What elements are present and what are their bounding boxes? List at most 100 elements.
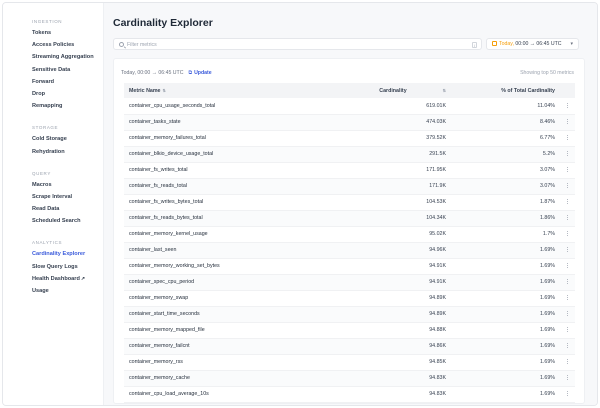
sidebar: INGESTION Tokens Access Policies Streaming …	[3, 3, 104, 405]
table-row[interactable]: container_fs_writes_bytes_total 104.53K 1.…	[124, 194, 575, 211]
sidebar-item-forward[interactable]: Forward	[3, 76, 103, 88]
sidebar-item-drop[interactable]: Drop	[3, 88, 103, 100]
table-row[interactable]: container_memory_failures_total 379.52K 6.…	[124, 130, 575, 147]
sidebar-item-cold-storage[interactable]: Cold Storage	[3, 133, 103, 145]
row-actions[interactable]	[560, 386, 575, 403]
cardinality-cell: 474.03K	[311, 114, 451, 131]
more-vertical-icon[interactable]	[566, 265, 569, 267]
sidebar-item-label: Scheduled Search	[32, 218, 81, 225]
sidebar-item-streaming-aggregation[interactable]: Streaming Aggregation	[3, 51, 103, 63]
table-row[interactable]: container_memory_working_set_bytes 94.91K…	[124, 258, 575, 275]
table-row[interactable]: container_cpu_usage_seconds_total 619.01K…	[124, 98, 575, 115]
row-actions[interactable]	[560, 194, 575, 211]
table-row[interactable]: container_cpu_load_average_10s 94.83K 1.69…	[124, 386, 575, 403]
sidebar-item-label: Sensitive Data	[32, 66, 71, 73]
more-vertical-icon[interactable]	[566, 201, 569, 203]
table-row[interactable]: container_fs_reads_total 171.9K 3.07%	[124, 178, 575, 195]
table-row[interactable]: container_memory_rss 94.85K 1.69%	[124, 354, 575, 371]
sidebar-item-label: Slow Query Logs	[32, 263, 78, 270]
sidebar-item-label: Read Data	[32, 206, 60, 213]
more-vertical-icon[interactable]	[566, 217, 569, 219]
sidebar-item-label: Access Policies	[32, 42, 75, 49]
sidebar-item-rehydration[interactable]: Rehydration	[3, 146, 103, 158]
sidebar-item-read-data[interactable]: Read Data	[3, 203, 103, 215]
row-actions[interactable]	[560, 210, 575, 227]
table-row[interactable]: container_memory_kernel_usage 95.02K 1.7%	[124, 226, 575, 243]
sidebar-item-scheduled-search[interactable]: Scheduled Search	[3, 215, 103, 227]
table-row[interactable]: container_fs_writes_total 171.95K 3.07%	[124, 162, 575, 179]
more-vertical-icon[interactable]	[566, 185, 569, 187]
sidebar-item-tokens[interactable]: Tokens	[3, 27, 103, 39]
more-vertical-icon[interactable]	[566, 329, 569, 331]
more-vertical-icon[interactable]	[566, 249, 569, 251]
row-actions[interactable]	[560, 354, 575, 371]
more-vertical-icon[interactable]	[566, 137, 569, 139]
row-actions[interactable]	[560, 114, 575, 131]
date-range-picker[interactable]: Today, 00:00 → 06:45 UTC ▾	[486, 38, 579, 50]
sidebar-item-macros[interactable]: Macros	[3, 179, 103, 191]
row-actions[interactable]	[560, 162, 575, 179]
row-actions[interactable]	[560, 258, 575, 275]
search-box[interactable]: /	[113, 38, 482, 50]
row-actions[interactable]	[560, 338, 575, 355]
percent-cell: 6.77%	[451, 130, 560, 147]
row-actions[interactable]	[560, 130, 575, 147]
table-row[interactable]: container_memory_swap 94.89K 1.69%	[124, 290, 575, 307]
sidebar-section-heading: ANALYTICS	[32, 240, 63, 246]
row-actions[interactable]	[560, 322, 575, 339]
column-header-cardinality[interactable]: Cardinality ⇅	[311, 83, 451, 98]
more-vertical-icon[interactable]	[566, 297, 569, 299]
row-actions[interactable]	[560, 290, 575, 307]
cardinality-cell: 104.34K	[311, 210, 451, 227]
more-vertical-icon[interactable]	[566, 393, 569, 395]
sidebar-item-health-dashboard[interactable]: Health Dashboard↗	[3, 273, 103, 285]
more-vertical-icon[interactable]	[566, 377, 569, 379]
update-link[interactable]: Update	[194, 69, 212, 76]
sidebar-item-sensitive-data[interactable]: Sensitive Data	[3, 64, 103, 76]
table-row[interactable]: container_memory_failcnt 94.86K 1.69%	[124, 338, 575, 355]
sidebar-item-access-policies[interactable]: Access Policies	[3, 39, 103, 51]
more-vertical-icon[interactable]	[566, 169, 569, 171]
column-header-metric[interactable]: Metric Name ⇅	[124, 83, 311, 98]
table-row[interactable]: container_spec_cpu_period 94.91K 1.69%	[124, 274, 575, 291]
more-vertical-icon[interactable]	[566, 153, 569, 155]
row-actions[interactable]	[560, 178, 575, 195]
row-actions[interactable]	[560, 146, 575, 163]
row-actions[interactable]	[560, 274, 575, 291]
metric-name-cell: container_fs_reads_total	[124, 178, 311, 195]
table-row[interactable]: container_memory_cache 94.83K 1.69%	[124, 370, 575, 387]
refresh-icon[interactable]: ⧉	[188, 69, 193, 76]
table-row[interactable]: container_memory_mapped_file 94.88K 1.69%	[124, 322, 575, 339]
more-vertical-icon[interactable]	[566, 361, 569, 363]
table-row[interactable]: container_fs_reads_bytes_total 104.34K 1.8…	[124, 210, 575, 227]
sidebar-item-cardinality-explorer[interactable]: Cardinality Explorer	[3, 248, 103, 260]
more-vertical-icon[interactable]	[566, 104, 569, 106]
sidebar-section-heading: INGESTION	[32, 19, 63, 24]
column-header-percent[interactable]: % of Total Cardinality	[451, 83, 560, 98]
cardinality-cell: 171.95K	[311, 162, 451, 179]
row-actions[interactable]	[560, 226, 575, 243]
sidebar-item-remapping[interactable]: Remapping	[3, 100, 103, 112]
card-header: Today, 00:00 → 06:45 UTC ⧉ Update Showin…	[121, 68, 574, 77]
more-vertical-icon[interactable]	[566, 121, 569, 123]
sidebar-item-slow-query-logs[interactable]: Slow Query Logs	[3, 261, 103, 273]
sidebar-item-scrape-interval[interactable]: Scrape Interval	[3, 191, 103, 203]
more-vertical-icon[interactable]	[566, 233, 569, 235]
row-actions[interactable]	[560, 306, 575, 323]
table-row[interactable]: container_start_time_seconds 94.89K 1.69%	[124, 306, 575, 323]
sidebar-item-usage[interactable]: Usage	[3, 285, 103, 297]
more-vertical-icon[interactable]	[566, 345, 569, 347]
row-actions[interactable]	[560, 98, 575, 115]
cardinality-cell: 94.88K	[311, 322, 451, 339]
table-row[interactable]: container_blkio_device_usage_total 291.5K…	[124, 146, 575, 163]
more-vertical-icon[interactable]	[566, 313, 569, 315]
chevron-down-icon: ▾	[570, 41, 573, 47]
search-input[interactable]	[127, 40, 457, 49]
row-actions[interactable]	[560, 242, 575, 259]
more-vertical-icon[interactable]	[566, 281, 569, 283]
row-actions[interactable]	[560, 370, 575, 387]
search-icon	[119, 41, 124, 47]
table-row[interactable]: container_tasks_state 474.03K 8.46%	[124, 114, 575, 131]
percent-cell: 3.07%	[451, 162, 560, 179]
table-row[interactable]: container_last_seen 94.96K 1.69%	[124, 242, 575, 259]
